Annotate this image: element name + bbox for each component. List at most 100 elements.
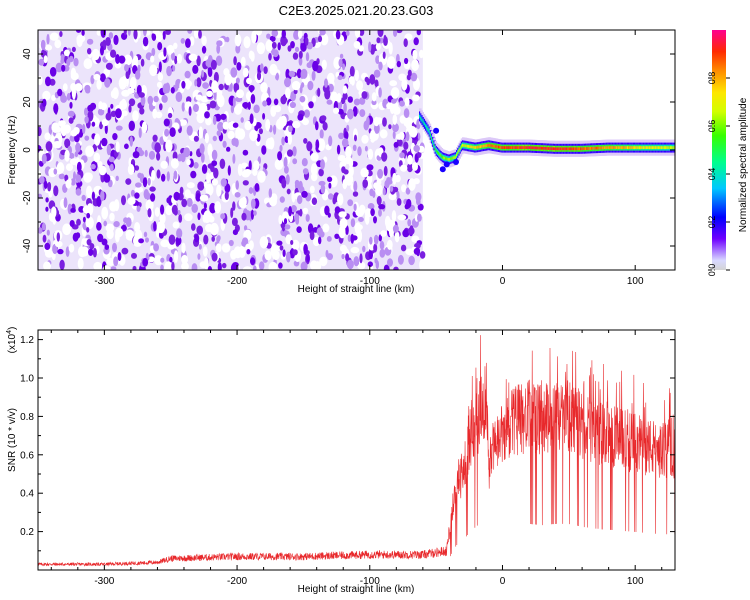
noise-speckle	[69, 220, 75, 227]
noise-speckle	[103, 220, 107, 227]
noise-speckle	[198, 30, 202, 39]
x-tick-label: -100	[360, 276, 380, 287]
noise-speckle	[48, 124, 53, 135]
noise-speckle	[110, 110, 117, 118]
noise-speckle	[348, 76, 355, 85]
noise-speckle	[260, 82, 268, 93]
noise-speckle	[342, 92, 348, 100]
noise-speckle	[248, 85, 255, 92]
noise-speckle	[156, 169, 161, 179]
noise-speckle	[271, 30, 279, 37]
noise-speckle	[255, 30, 263, 36]
noise-speckle	[211, 236, 215, 242]
noise-speckle	[268, 53, 272, 61]
x-tick-label: -300	[94, 576, 114, 587]
noise-speckle	[198, 243, 202, 250]
noise-speckle	[350, 218, 356, 228]
x-tick-label: -200	[227, 276, 247, 287]
noise-speckle	[342, 85, 348, 94]
noise-speckle	[265, 119, 271, 131]
y-tick-label: 20	[22, 96, 33, 108]
colorbar-tick-label: 0.8	[707, 72, 717, 85]
spectrogram-panel: -300 -200 -100 0 100 40 20 0 -20 -40 Height of st…	[7, 29, 676, 295]
noise-speckle	[345, 146, 352, 158]
noise-speckle	[67, 110, 75, 117]
noise-speckle	[91, 48, 100, 61]
noise-speckle	[419, 251, 426, 259]
noise-speckle	[268, 261, 278, 270]
noise-speckle	[139, 107, 145, 115]
noise-speckle	[219, 158, 226, 169]
noise-speckle	[393, 266, 399, 270]
y-tick-label: 0.4	[20, 489, 34, 500]
noise-speckle	[195, 94, 203, 101]
noise-speckle	[175, 236, 182, 246]
noise-speckle	[171, 51, 175, 61]
noise-speckle	[296, 68, 302, 79]
noise-speckle	[379, 129, 388, 139]
y-tick-label: 0.2	[20, 527, 34, 538]
noise-speckle	[373, 69, 381, 78]
noise-speckle	[258, 128, 263, 135]
noise-speckle	[357, 229, 363, 243]
noise-speckle	[46, 229, 50, 236]
noise-speckle	[60, 94, 67, 103]
noise-speckle	[411, 235, 420, 243]
y-tick-label: 1.0	[20, 374, 34, 385]
noise-speckle	[81, 194, 86, 201]
noise-speckle	[220, 178, 227, 187]
noise-speckle	[141, 121, 148, 134]
noise-speckle	[336, 93, 342, 103]
noise-speckle	[312, 60, 319, 72]
noise-speckle	[196, 77, 202, 88]
noise-speckle	[350, 246, 360, 254]
noise-speckle	[350, 233, 355, 244]
noise-speckle	[134, 186, 144, 193]
noise-speckle	[234, 192, 241, 198]
noise-speckle	[378, 61, 383, 71]
noise-speckle	[312, 95, 317, 103]
noise-speckle	[416, 197, 421, 206]
noise-speckle	[117, 252, 122, 261]
noise-speckle	[132, 151, 140, 159]
y-tick-label: -40	[22, 238, 33, 253]
noise-speckle	[298, 56, 303, 66]
noise-speckle	[367, 261, 373, 268]
noise-speckle	[303, 243, 308, 254]
noise-speckle	[86, 38, 94, 45]
noise-speckle	[137, 172, 143, 179]
noise-speckle	[70, 129, 78, 137]
noise-speckle	[145, 199, 154, 212]
noise-speckle	[134, 165, 140, 171]
noise-speckle	[137, 64, 141, 73]
noise-speckle	[341, 138, 349, 148]
noise-speckle	[231, 217, 238, 227]
noise-speckle	[411, 59, 419, 71]
noise-speckle	[283, 156, 288, 168]
noise-speckle	[165, 30, 171, 35]
noise-speckle	[188, 53, 198, 62]
noise-speckle	[220, 213, 226, 220]
noise-speckle	[259, 236, 269, 249]
noise-speckle	[164, 261, 173, 270]
noise-speckle	[319, 30, 326, 36]
noise-speckle	[400, 164, 408, 172]
noise-speckle	[47, 181, 52, 192]
noise-speckle	[270, 244, 278, 258]
noise-speckle	[86, 227, 90, 233]
noise-speckle	[211, 160, 218, 167]
noise-speckle	[232, 262, 239, 268]
noise-speckle	[138, 149, 145, 157]
noise-speckle	[370, 44, 376, 55]
noise-speckle	[240, 56, 246, 67]
noise-speckle	[121, 247, 129, 255]
snr-background	[38, 330, 675, 570]
noise-speckle	[190, 170, 197, 179]
noise-speckle	[174, 55, 178, 65]
noise-speckle	[86, 185, 93, 199]
noise-speckle	[99, 73, 106, 83]
noise-speckle	[224, 73, 232, 86]
noise-speckle	[403, 38, 408, 48]
noise-speckle	[184, 70, 191, 79]
noise-speckle	[393, 106, 401, 115]
